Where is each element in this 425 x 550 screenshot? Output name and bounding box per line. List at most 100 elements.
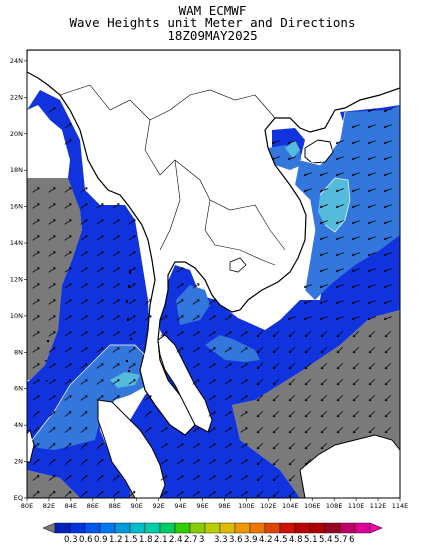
direction-arrow: [240, 395, 248, 401]
direction-arrow: [64, 363, 72, 369]
direction-arrow: [96, 475, 104, 481]
direction-arrow: [208, 299, 216, 305]
direction-arrow: [240, 459, 248, 465]
direction-arrow: [287, 316, 296, 321]
direction-arrow: [32, 219, 40, 225]
colorbar-label: 5.7: [334, 535, 348, 545]
direction-arrow: [32, 283, 40, 289]
direction-arrow: [256, 442, 264, 450]
direction-arrow: [288, 378, 296, 386]
direction-arrow: [64, 283, 72, 289]
wave-area-high-tonkin: [285, 140, 300, 158]
direction-arrow: [304, 330, 312, 338]
direction-arrow: [112, 379, 120, 385]
x-tick-label: 90E: [131, 502, 143, 510]
x-tick-label: 106E: [304, 502, 321, 510]
direction-arrow: [319, 204, 328, 209]
direction-arrow: [96, 347, 104, 353]
direction-arrow: [80, 411, 88, 417]
direction-arrow: [288, 426, 296, 434]
plot-frame: [26, 49, 401, 499]
direction-arrow: [32, 203, 40, 209]
direction-arrow: [320, 330, 328, 338]
direction-arrow: [288, 410, 296, 418]
direction-arrow: [383, 188, 392, 193]
direction-arrow: [287, 140, 296, 145]
direction-arrow: [367, 220, 376, 225]
y-tick-label: 8N: [14, 348, 23, 356]
direction-arrow: [32, 411, 40, 417]
direction-arrow: [240, 475, 248, 481]
direction-arrow: [48, 267, 56, 273]
direction-arrow: [128, 267, 136, 273]
direction-arrow: [351, 124, 360, 129]
direction-arrow: [128, 491, 136, 497]
direction-arrow: [192, 459, 200, 465]
colorbar-label: 1.2: [109, 535, 123, 545]
direction-arrow: [128, 251, 136, 257]
direction-arrow: [288, 362, 296, 370]
direction-arrow: [224, 443, 232, 449]
direction-arrow: [112, 283, 120, 289]
direction-arrow: [64, 139, 72, 145]
direction-arrow: [271, 156, 280, 161]
direction-arrow: [48, 411, 56, 417]
direction-arrow: [64, 299, 72, 305]
direction-arrow: [176, 283, 184, 289]
x-tick-label: 112E: [370, 502, 387, 510]
colorbar-label: 0.6: [79, 535, 93, 545]
colorbar-swatch: [189, 522, 206, 534]
direction-arrow: [351, 300, 360, 305]
direction-arrow: [96, 203, 104, 209]
direction-arrow: [319, 268, 328, 273]
direction-arrow: [48, 443, 56, 449]
direction-arrow: [160, 443, 168, 449]
direction-arrow: [383, 204, 392, 209]
colorbar-over-arrow: [369, 522, 383, 534]
direction-arrow: [351, 220, 360, 225]
direction-arrow: [192, 315, 200, 321]
direction-arrow: [384, 410, 392, 418]
direction-arrow: [240, 379, 248, 385]
direction-arrow: [112, 347, 120, 353]
colorbar-swatch: [99, 522, 116, 534]
direction-arrow: [368, 426, 376, 434]
direction-arrow: [64, 251, 72, 257]
direction-arrow: [64, 411, 72, 417]
direction-arrow: [112, 235, 120, 241]
direction-arrow: [303, 188, 312, 193]
direction-arrow: [367, 284, 376, 289]
direction-arrow: [64, 267, 72, 273]
colorbar-swatch: [114, 522, 131, 534]
country-borders: [59, 84, 286, 266]
direction-arrow: [112, 251, 120, 257]
direction-arrow: [80, 283, 88, 289]
direction-arrow: [335, 140, 344, 145]
direction-arrow: [351, 204, 360, 209]
colorbar-label: 3.9: [244, 535, 258, 545]
direction-arrow: [112, 331, 120, 337]
x-tick-label: 92E: [152, 502, 164, 510]
direction-arrow: [208, 459, 216, 465]
y-tick-label: 12N: [10, 275, 23, 283]
direction-arrow: [208, 427, 216, 433]
direction-arrow: [367, 172, 376, 177]
direction-arrow: [367, 300, 376, 305]
direction-arrow: [240, 347, 248, 353]
direction-arrow: [256, 346, 264, 354]
direction-arrow: [352, 362, 360, 370]
direction-arrow: [319, 252, 328, 257]
direction-arrow: [32, 427, 40, 433]
direction-arrow: [208, 331, 216, 337]
direction-arrow: [224, 411, 232, 417]
direction-arrow: [288, 346, 296, 354]
direction-arrow: [128, 283, 136, 289]
direction-arrow: [80, 187, 88, 193]
x-tick-label: 102E: [260, 502, 277, 510]
direction-arrow: [383, 236, 392, 241]
colorbar-label: 3.6: [229, 535, 243, 545]
direction-arrow: [272, 330, 280, 338]
direction-arrow: [80, 427, 88, 433]
direction-arrow: [383, 268, 392, 273]
direction-arrow: [368, 346, 376, 354]
